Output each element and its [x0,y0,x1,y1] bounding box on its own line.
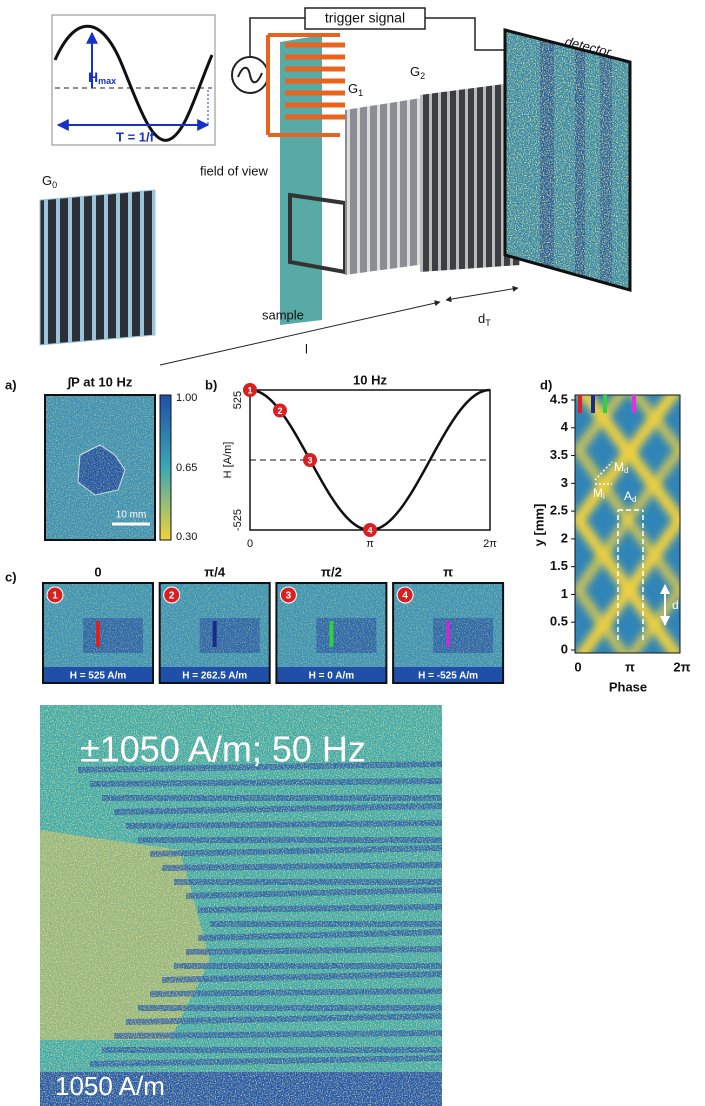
y-tick-label: 4.5 [550,391,568,406]
colorbar [160,395,171,540]
phase-marker [632,395,636,413]
image-title: ±1050 A/m; 50 Hz [80,729,366,770]
x-tick-label: 0 [574,659,581,674]
figure: Hmax T = 1/f trigger signal G0 field of … [0,0,705,1106]
panel-label: d) [540,377,552,392]
detector-image [500,25,635,295]
step-marker-label: 1 [247,385,252,395]
x-tick-label: π [366,538,374,550]
panel-c: c) 0 1 H = 525 A/m π/4 2 H = 262.5 A/m π/2 3 H =… [5,564,503,683]
distance-label: l [305,341,308,356]
phase-bar [329,621,333,647]
panel-label: c) [5,569,17,584]
panel-b: b) 10 Hz 525 -525 H [A/m] 0 π 2π 1 2 3 4 [205,372,497,549]
y-tick-label: 1 [561,586,568,601]
sample-label: sample [262,307,304,322]
panel-label: a) [5,377,17,392]
y-tick-label: 3.5 [550,447,568,462]
panel-title: 10 Hz [353,372,387,387]
x-tick-label: 2π [483,538,497,550]
panel-title: ∫P at 10 Hz [67,374,133,389]
x-tick-label: 2π [673,659,690,674]
step-marker-label: 1 [52,591,58,602]
trigger-label: trigger signal [325,10,405,26]
grating-g0 [40,190,155,345]
y-tick-label: 525 [232,391,244,409]
frame-title: 0 [94,564,101,579]
frame-title: π/2 [321,564,342,579]
scale-bar-label: 10 mm [116,510,147,521]
step-marker-label: 3 [286,591,292,602]
step-marker-label: 4 [367,525,372,535]
bottom-image: ±1050 A/m; 50 Hz 1050 A/m [40,705,442,1106]
y-tick-label: 1.5 [550,558,568,573]
y-tick-label: 2 [561,530,568,545]
talbot-label: dT [478,311,491,328]
schematic: Hmax T = 1/f trigger signal G0 field of … [40,8,635,365]
frame-title: π/4 [204,564,226,579]
field-label: H = 262.5 A/m [182,671,247,682]
step-marker-label: 4 [402,591,408,602]
y-tick-label: 0 [561,641,568,656]
y-tick-label: 2.5 [550,503,568,518]
y-axis-label: y [mm] [531,504,546,547]
phase-bar [213,621,217,647]
coil [285,45,345,117]
step-marker-label: 2 [169,591,175,602]
y-axis-label: H [A/m] [222,442,234,479]
colorbar-tick: 0.30 [176,531,197,543]
field-label: H = -525 A/m [418,671,478,682]
phase-marker [603,395,607,413]
x-tick-label: 0 [247,538,253,550]
grating-label: G0 [42,173,57,190]
panel-d: d) Md Mi Ad d y [mm] Phase 00.511.522.53… [531,377,690,694]
frame-title: π [443,564,453,579]
phase-bar [446,621,450,647]
field-label: H = 525 A/m [70,671,127,682]
colorbar-tick: 1.00 [176,392,197,404]
grating-label: G2 [410,64,425,81]
talbot-arrow [446,288,518,300]
y-tick-label: -525 [232,509,244,531]
image-field: 1050 A/m [55,1071,165,1101]
step-marker-label: 2 [277,406,282,416]
field-of-view-label: field of view [200,163,269,178]
panel-a: a) ∫P at 10 Hz 10 mm 1.00 0.65 0.30 [5,374,197,542]
field-label: H = 0 A/m [309,671,355,682]
step-marker-label: 3 [307,455,312,465]
trigger-wire [425,18,505,50]
x-tick-label: π [625,659,635,674]
annotation: d [672,598,679,612]
phase-marker [591,395,595,413]
colorbar-tick: 0.65 [176,462,197,474]
phase-bar [96,621,100,647]
grating-label: G1 [348,81,363,98]
period-label: T = 1/f [116,129,155,144]
panel-label: b) [205,377,217,392]
y-tick-label: 4 [561,419,569,434]
phase-marker [578,395,582,413]
y-tick-label: 0.5 [550,614,568,629]
y-tick-label: 3 [561,475,568,490]
x-axis-label: Phase [609,679,647,694]
